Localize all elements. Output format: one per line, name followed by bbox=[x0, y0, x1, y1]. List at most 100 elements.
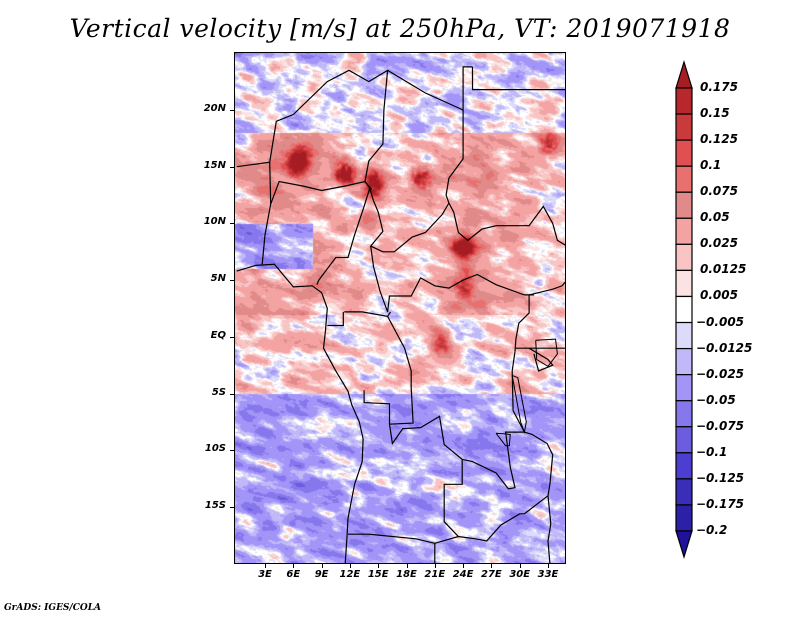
colorbar-label: −0.2 bbox=[696, 523, 728, 537]
y-tick bbox=[230, 393, 235, 395]
y-tick bbox=[230, 336, 235, 338]
colorbar-segment bbox=[675, 295, 693, 324]
y-tick bbox=[230, 223, 235, 225]
y-tick-label: 15N bbox=[203, 159, 226, 171]
colorbar-label: −0.025 bbox=[696, 366, 745, 381]
y-tick bbox=[230, 507, 235, 508]
colorbar-label: 0.125 bbox=[700, 132, 738, 147]
border-line bbox=[344, 311, 392, 318]
x-tick bbox=[349, 563, 351, 568]
y-tick-label: 5N bbox=[210, 273, 226, 285]
y-tick-label: 15S bbox=[204, 500, 226, 511]
colorbar-segment bbox=[675, 400, 693, 428]
x-tick-label: 24E bbox=[452, 569, 474, 580]
x-tick-label: 3E bbox=[258, 569, 272, 580]
border-line bbox=[387, 316, 476, 540]
colorbar-label: −0.1 bbox=[696, 444, 728, 459]
colorbar-segment bbox=[675, 452, 693, 480]
colorbar-segment bbox=[675, 269, 693, 298]
x-tick-label: 15E bbox=[367, 569, 389, 580]
colorbar-label: 0.0125 bbox=[700, 262, 747, 277]
y-tick-label: 20N bbox=[203, 103, 226, 114]
border-line bbox=[236, 66, 473, 168]
border-line bbox=[363, 390, 391, 425]
y-tick-label: EQ bbox=[210, 329, 226, 341]
y-tick bbox=[230, 110, 235, 111]
border-line bbox=[327, 311, 344, 327]
colorbar-label: 0.1 bbox=[700, 158, 722, 173]
colorbar-segment bbox=[675, 243, 693, 272]
x-tick-label: 27E bbox=[481, 569, 502, 580]
grads-credit: GrADS: IGES/COLA bbox=[4, 603, 102, 613]
border-line bbox=[514, 294, 530, 352]
border-line bbox=[348, 533, 459, 544]
x-tick bbox=[548, 563, 549, 568]
colorbar-label: −0.05 bbox=[696, 392, 736, 407]
x-tick bbox=[378, 563, 380, 568]
colorbar-segment bbox=[675, 374, 693, 402]
border-line bbox=[445, 110, 565, 246]
colorbar-label: −0.0125 bbox=[696, 340, 753, 355]
y-tick-label: 5S bbox=[211, 386, 226, 398]
x-tick bbox=[463, 563, 465, 568]
x-tick-label: 6E bbox=[286, 569, 301, 580]
chart-title: Vertical velocity [m/s] at 250hPa, VT: 2… bbox=[69, 14, 731, 43]
colorbar-segment bbox=[675, 165, 693, 193]
x-tick bbox=[406, 563, 408, 568]
colorbar-label: −0.075 bbox=[696, 418, 745, 433]
colorbar-extend-min bbox=[675, 530, 693, 560]
x-tick bbox=[265, 563, 266, 568]
border-line bbox=[462, 431, 554, 496]
border-line bbox=[364, 70, 450, 253]
lake-outline bbox=[535, 338, 558, 367]
colorbar-segment bbox=[675, 191, 693, 219]
country-borders bbox=[236, 66, 565, 563]
vertical-velocity-field bbox=[235, 53, 565, 563]
y-tick-label: 10N bbox=[203, 216, 226, 228]
x-tick-label: 33E bbox=[537, 569, 559, 580]
border-line bbox=[370, 246, 534, 313]
x-tick bbox=[491, 563, 493, 568]
colorbar-label: −0.175 bbox=[696, 496, 745, 511]
x-tick-label: 21E bbox=[424, 569, 446, 580]
lake-outline bbox=[511, 374, 527, 434]
x-tick bbox=[321, 563, 323, 568]
border-line bbox=[236, 263, 364, 563]
x-tick bbox=[519, 563, 521, 568]
y-tick-label: 10S bbox=[204, 443, 226, 455]
colorbar-extend-max bbox=[675, 59, 693, 89]
colorbar-segment bbox=[675, 426, 693, 454]
y-tick bbox=[230, 450, 235, 452]
colorbar-segment bbox=[675, 113, 693, 141]
border-line bbox=[261, 162, 272, 265]
x-tick-label: 12E bbox=[339, 569, 361, 580]
border-line bbox=[316, 188, 371, 285]
colorbar-label: 0.15 bbox=[700, 106, 730, 121]
colorbar-segment bbox=[675, 478, 693, 506]
y-tick bbox=[230, 280, 235, 282]
colorbar-label: −0.125 bbox=[696, 470, 745, 485]
colorbar-segment bbox=[675, 321, 693, 350]
colorbar-label: 0.175 bbox=[700, 80, 738, 94]
colorbar-label: 0.075 bbox=[700, 184, 738, 199]
colorbar-segment bbox=[675, 504, 693, 532]
x-tick-label: 9E bbox=[314, 569, 329, 580]
lake-outline bbox=[495, 432, 511, 447]
colorbar-label: −0.005 bbox=[696, 314, 745, 329]
x-tick bbox=[434, 563, 436, 568]
border-line bbox=[475, 494, 552, 563]
colorbar-segment bbox=[675, 217, 693, 245]
colorbar-segment bbox=[675, 139, 693, 167]
border-line bbox=[511, 351, 525, 433]
colorbar-segment bbox=[675, 347, 693, 376]
colorbar-segment bbox=[675, 87, 693, 115]
colorbar-label: 0.05 bbox=[700, 210, 730, 225]
map-plot-area bbox=[235, 53, 565, 563]
x-tick-label: 30E bbox=[509, 569, 531, 580]
border-line bbox=[528, 281, 565, 296]
x-tick bbox=[293, 563, 295, 568]
border-line bbox=[471, 66, 565, 91]
border-line bbox=[528, 347, 554, 372]
colorbar-label: 0.005 bbox=[700, 288, 738, 303]
